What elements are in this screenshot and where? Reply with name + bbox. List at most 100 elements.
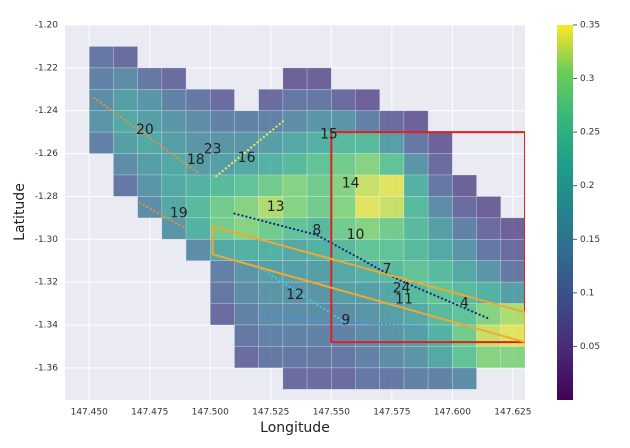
heat-cell <box>452 346 477 369</box>
y-tick-label: -1.28 <box>35 192 59 202</box>
heat-cell <box>234 346 259 369</box>
heat-cell <box>161 67 187 90</box>
heat-cell <box>282 346 308 369</box>
annotation: 19 <box>170 206 188 222</box>
colorbar-tick-label: 0.15 <box>580 235 600 245</box>
heat-cell <box>113 174 138 197</box>
heat-cell <box>306 196 332 219</box>
heat-cell <box>234 281 259 304</box>
heat-cell <box>452 217 477 240</box>
heat-cell <box>282 67 308 90</box>
heat-cell <box>306 260 332 283</box>
x-tick-label: 147.625 <box>494 408 531 418</box>
heat-cell <box>427 174 453 197</box>
heat-cell <box>476 260 502 283</box>
heat-cell <box>258 281 284 304</box>
heat-cell <box>161 174 187 197</box>
heat-cell <box>355 346 381 369</box>
heat-cell <box>234 174 259 197</box>
heat-cell <box>427 346 453 369</box>
heat-cell <box>379 324 405 347</box>
heat-cell <box>209 303 235 326</box>
region-polygon <box>211 225 525 344</box>
heat-cell <box>403 131 429 154</box>
heat-cell <box>427 324 453 347</box>
heat-cell <box>258 324 284 347</box>
heat-cell <box>427 303 453 326</box>
annotation: 4 <box>460 296 469 312</box>
heat-cell <box>379 196 405 219</box>
heat-cell <box>185 110 211 133</box>
heat-cell <box>161 110 187 133</box>
heat-cell <box>500 238 525 262</box>
y-tick-label: -1.36 <box>35 363 59 373</box>
annotation: 20 <box>136 122 154 138</box>
heat-cell <box>282 324 308 347</box>
heat-cell <box>306 88 332 112</box>
region-box <box>330 131 525 344</box>
heat-cell <box>209 110 235 133</box>
heat-cell <box>234 303 259 326</box>
heat-cell <box>185 174 211 197</box>
heat-cell <box>137 67 163 90</box>
heat-cell <box>427 260 453 283</box>
track <box>92 96 200 174</box>
heat-cell <box>258 346 284 369</box>
heat-cell <box>306 174 332 197</box>
x-tick-label: 147.575 <box>373 408 410 418</box>
annotation: 18 <box>187 152 205 168</box>
colorbar-tick-label: 0.05 <box>580 342 600 352</box>
x-tick-label: 147.500 <box>192 408 229 418</box>
colorbar-tick-label: 0.2 <box>580 181 594 191</box>
heat-cell <box>427 367 453 390</box>
heat-cell <box>379 153 405 176</box>
heat-cell <box>113 153 138 176</box>
x-axis-label: Longitude <box>260 420 330 436</box>
heat-cell <box>306 367 332 390</box>
heat-cell <box>234 324 259 347</box>
annotation: 16 <box>238 150 256 166</box>
x-tick-label: 147.550 <box>313 408 350 418</box>
heat-cell <box>403 324 429 347</box>
heat-cell <box>452 238 477 262</box>
colorbar <box>557 25 573 400</box>
track <box>138 201 188 230</box>
heat-cell <box>355 281 381 304</box>
heat-cell <box>282 196 308 219</box>
heat-cell <box>379 217 405 240</box>
heat-cell <box>258 303 284 326</box>
heat-cell <box>331 367 356 390</box>
heat-cell <box>161 153 187 176</box>
heat-cell <box>185 238 211 262</box>
heat-cell <box>476 324 502 347</box>
annotation: 9 <box>341 313 350 329</box>
heat-cell <box>113 88 138 112</box>
heat-cell <box>306 67 332 90</box>
heat-cell <box>282 153 308 176</box>
heat-cell <box>476 217 502 240</box>
annotation: 15 <box>320 126 338 142</box>
heat-cell <box>209 196 235 219</box>
heat-cell <box>331 346 356 369</box>
annotation: 12 <box>286 287 304 303</box>
heat-cell <box>209 88 235 112</box>
annotation: 11 <box>395 291 413 307</box>
heat-cell <box>113 46 138 69</box>
heat-cell <box>403 196 429 219</box>
heat-cell <box>185 88 211 112</box>
heat-cell <box>427 281 453 304</box>
annotation: 24 <box>393 281 411 297</box>
heat-cell <box>403 238 429 262</box>
annotation: 8 <box>312 223 321 239</box>
y-axis-label: Latitude <box>12 183 28 241</box>
y-tick-label: -1.34 <box>35 321 59 331</box>
heat-cell <box>88 131 114 154</box>
heat-cell <box>282 367 308 390</box>
heat-cell <box>427 131 453 154</box>
heat-cell <box>476 238 502 262</box>
heat-cell <box>306 153 332 176</box>
heat-cell <box>137 88 163 112</box>
heat-cell <box>88 67 114 90</box>
heat-cell <box>234 110 259 133</box>
